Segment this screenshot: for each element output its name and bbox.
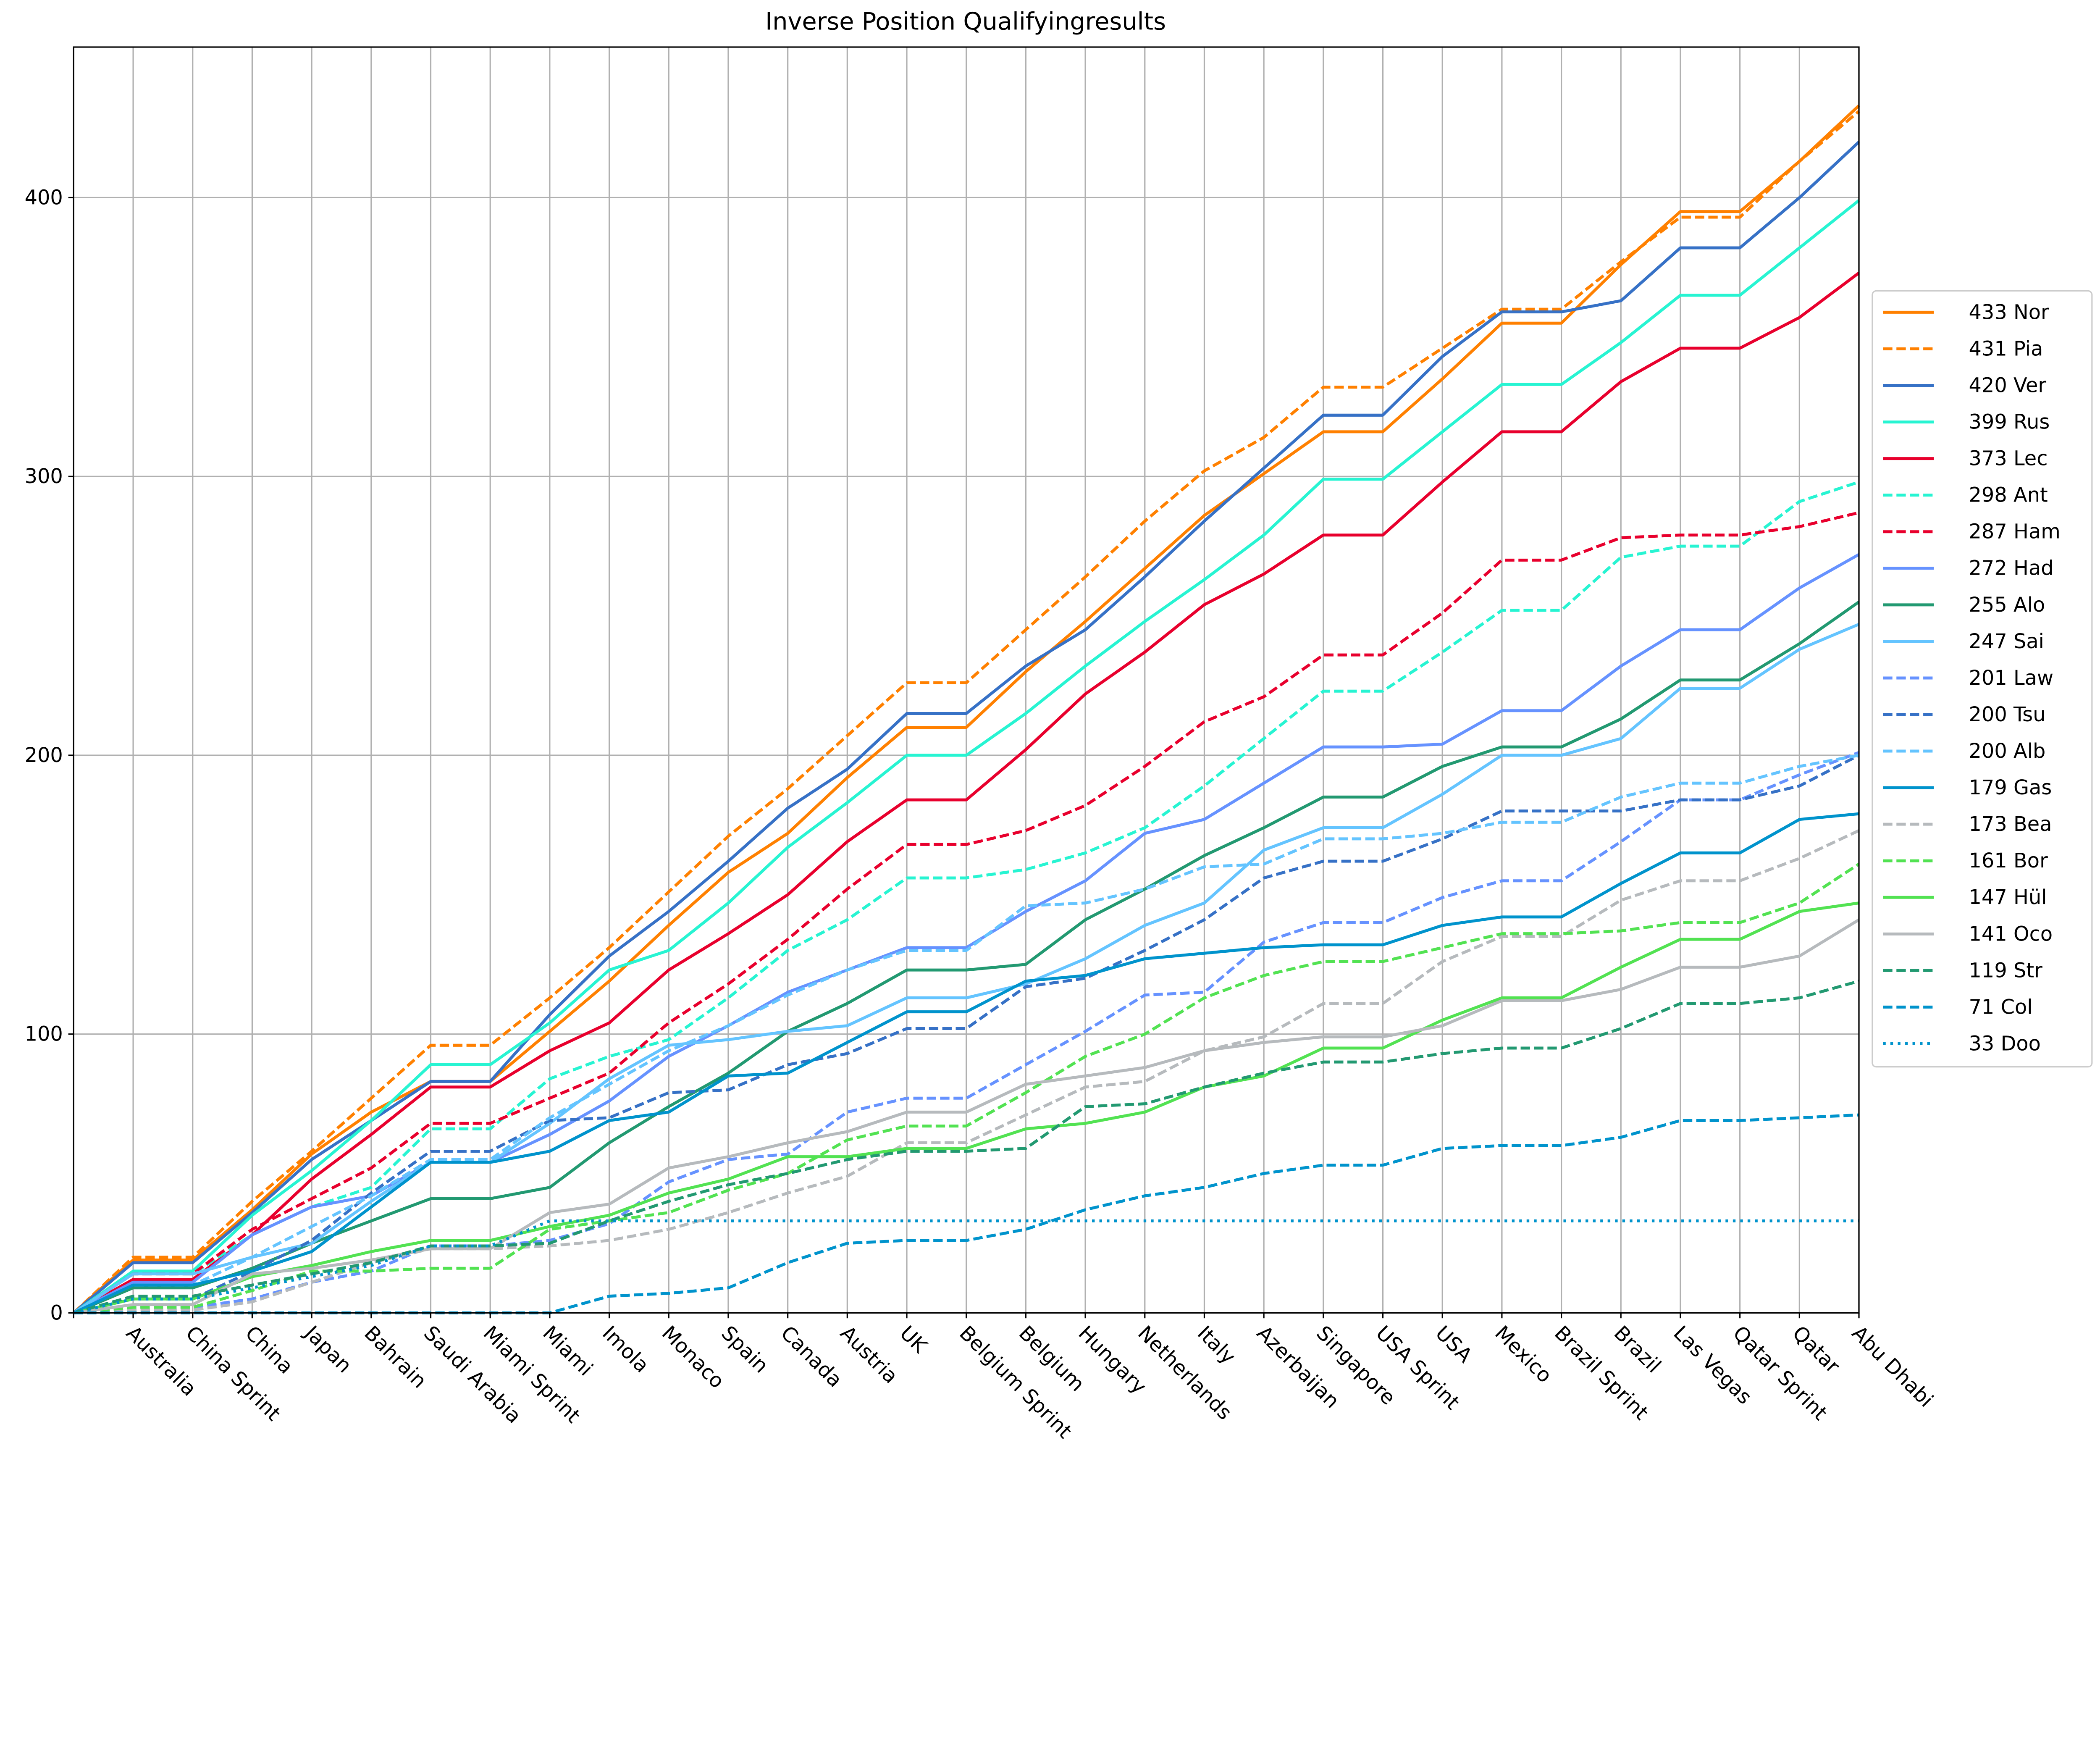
series-line-gas [73,812,1859,1314]
legend-item: 200 Alb [1883,740,2045,763]
legend-label: 433 Nor [1969,301,2050,324]
legend-label: 161 Bor [1969,849,2048,872]
series-line-alo [73,600,1860,1314]
y-tick-label: 200 [25,744,63,767]
legend-label: 201 Law [1969,667,2054,690]
series-line-oco [73,918,1860,1314]
legend-item: 373 Lec [1883,447,2048,470]
legend-label: 147 Hül [1969,886,2047,909]
y-tick-label: 0 [50,1301,63,1324]
legend-item: 201 Law [1883,667,2053,690]
legend-item: 147 Hül [1883,886,2047,909]
legend-item: 433 Nor [1883,301,2049,324]
legend-item: 420 Ver [1883,374,2046,397]
series-line-alb [73,754,1859,1314]
y-axis: 0 100 200 300 400 [25,186,74,1324]
legend-label: 420 Ver [1969,374,2047,397]
legend-item: 272 Had [1883,557,2054,580]
legend-item: 399 Rus [1883,411,2050,434]
legend-item: 179 Gas [1883,776,2052,799]
legend-label: 431 Pia [1969,337,2043,360]
y-tick-label: 300 [25,465,63,488]
legend-item: 161 Bor [1883,849,2048,872]
y-tick-label: 100 [25,1023,63,1046]
legend-label: 200 Alb [1969,740,2046,763]
legend-label: 200 Tsu [1969,703,2046,726]
series-line-ham [73,511,1859,1314]
y-tick-label: 400 [25,186,63,209]
legend-item: 431 Pia [1883,337,2043,360]
series-line-ant [73,481,1860,1314]
series-lines [72,104,1860,1314]
series-line-str [73,980,1859,1314]
legend-item: 298 Ant [1883,484,2048,507]
legend-label: 173 Bea [1969,813,2052,836]
legend-label: 141 Oco [1969,922,2053,946]
legend-item: 287 Ham [1883,520,2061,544]
series-line-pia [72,110,1860,1314]
legend-item: 255 Alo [1883,594,2045,617]
legend-label: 247 Sai [1969,630,2044,653]
legend-label: 71 Col [1969,996,2033,1019]
chart-title: Inverse Position Qualifyingresults [765,8,1166,36]
legend-label: 33 Doo [1969,1032,2041,1055]
series-line-bea [74,829,1860,1314]
background [0,0,2100,1485]
chart: Inverse Position Qualifyingresults 0 100 2… [0,0,2100,1485]
legend-label: 298 Ant [1969,484,2048,507]
legend-label: 373 Lec [1969,447,2048,470]
legend-item: 200 Tsu [1883,703,2046,726]
series-line-sai [73,623,1860,1314]
legend-item: 71 Col [1883,996,2033,1019]
legend-item: 173 Bea [1883,813,2052,836]
legend-item: 247 Sai [1883,630,2044,653]
legend-box [1872,290,2093,1068]
legend-label: 399 Rus [1969,411,2050,434]
legend-label: 119 Str [1969,959,2043,982]
series-line-rus [73,199,1860,1314]
legend-label: 179 Gas [1969,776,2052,799]
series-line-nor [73,104,1860,1314]
legend-item: 33 Doo [1883,1032,2041,1055]
legend-label: 287 Ham [1969,520,2061,544]
legend-label: 255 Alo [1969,594,2045,617]
legend-label: 272 Had [1969,557,2054,580]
legend-item: 141 Oco [1883,922,2053,946]
series-line-bor [74,862,1860,1314]
series-line-lec [73,271,1860,1314]
legend-item: 119 Str [1883,959,2042,982]
series-line-hül [73,901,1859,1314]
series-line-doo [73,1219,1859,1314]
legend: 433 Nor 431 Pia 420 Ver 399 Rus 373 Lec 298 A… [1872,290,2093,1068]
series-line-tsu [73,754,1860,1314]
